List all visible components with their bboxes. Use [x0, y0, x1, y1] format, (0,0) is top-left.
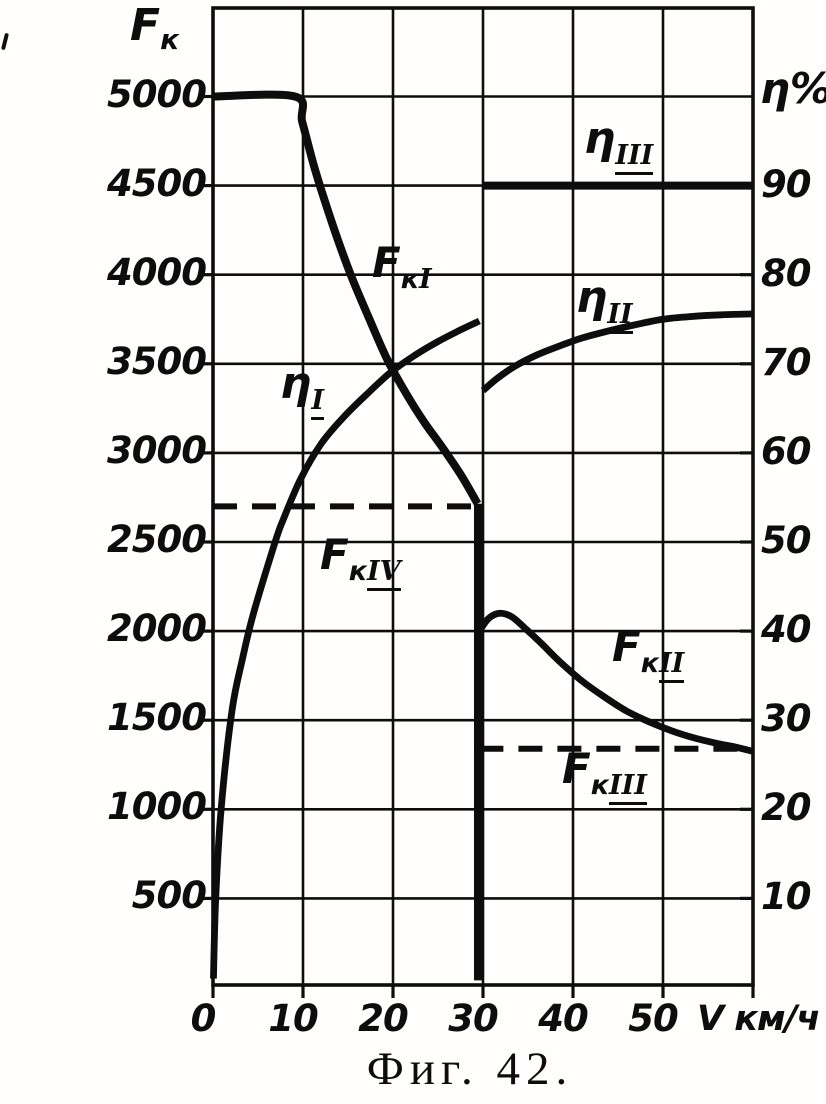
curve-label-roman-numeral: I [311, 385, 324, 420]
y-right-tick-label: 30 [761, 697, 811, 741]
curve-label-etaIII: ηIII [584, 113, 654, 175]
y-left-tick-label: 1000 [107, 785, 207, 829]
curve-label-base: F [562, 744, 591, 793]
curve-label-etaII: ηII [576, 272, 633, 334]
y-left-tick-label: 2000 [107, 607, 207, 651]
curve-label-FkII: FкII [612, 622, 685, 683]
x-axis-tick-label: 40 [538, 997, 589, 1040]
curve-label-subscript: кIII [590, 770, 647, 805]
curve-label-sub-letter: к [400, 264, 420, 295]
curve-label-subscript: кI [401, 264, 432, 295]
y-left-axis-title-sub: к [160, 23, 180, 56]
curve-label-sub-letter: к [348, 556, 368, 587]
curve-label-base: F [320, 530, 349, 579]
x-axis-title: V км/ч [697, 999, 820, 1039]
x-axis-tick-label: 50 [628, 997, 679, 1040]
y-right-tick-label: 20 [761, 786, 811, 830]
curve-label-base: η [584, 113, 616, 164]
curve-label-subscript: I [311, 385, 324, 420]
curve-label-subscript: III [615, 140, 654, 175]
curve-label-sub-letter: к [590, 770, 610, 801]
curve-label-base: η [280, 358, 312, 409]
curve-label-sub-letter: к [640, 648, 660, 679]
curve-label-roman-numeral: II [607, 299, 633, 334]
x-axis-tick-label: 30 [448, 997, 499, 1040]
y-left-tick-label: 500 [131, 874, 207, 918]
curve-label-FkIII: FкIII [562, 744, 647, 805]
curve-label-roman-numeral: III [609, 770, 647, 805]
curve-etaII [480, 310, 754, 394]
curve-label-roman-numeral: III [615, 140, 654, 175]
y-left-tick-label: 4500 [107, 161, 207, 205]
curve-label-roman-numeral: I [419, 264, 432, 295]
x-axis-tick-label: 10 [268, 997, 319, 1040]
curve-etaI [210, 317, 481, 979]
y-right-tick-label: 60 [761, 429, 811, 473]
y-left-tick-label: 4000 [107, 250, 207, 294]
curve-label-roman-numeral: II [659, 648, 685, 683]
y-right-tick-label: 90 [761, 162, 811, 206]
plot-border [211, 6, 755, 987]
y-right-tick-label: 70 [761, 340, 811, 384]
y-left-axis-title: Fк [130, 0, 179, 56]
curve-label-FkI: FкI [372, 238, 432, 295]
curve-FkII [476, 609, 754, 755]
curve-FkI [212, 90, 482, 506]
curve-label-roman-numeral: IV [367, 556, 401, 591]
y-right-tick-label: 80 [761, 251, 811, 295]
figure-caption: Фиг. 42. [366, 1043, 574, 1095]
y-left-tick-label: 3000 [107, 428, 207, 472]
curve-label-subscript: II [607, 299, 633, 334]
y-left-tick-label: 5000 [107, 72, 207, 116]
y-left-axis-title-base: F [130, 0, 161, 51]
y-left-tick-label: 2500 [107, 518, 207, 561]
y-right-tick-label: 10 [761, 875, 811, 919]
y-right-axis-title: η% [760, 64, 826, 113]
curve-label-base: F [372, 238, 401, 287]
x-axis-tick-label: 20 [358, 997, 409, 1040]
y-right-tick-label: 40 [761, 608, 811, 652]
curve-label-subscript: кII [640, 648, 685, 683]
curve-label-subscript: кIV [348, 556, 401, 591]
y-left-tick-label: 1500 [107, 696, 207, 740]
x-axis-tick-label: 0 [190, 997, 217, 1040]
curve-label-etaI: ηI [280, 358, 324, 420]
curve-label-base: η [576, 272, 608, 323]
y-right-tick-label: 50 [761, 519, 811, 562]
curve-label-base: F [612, 622, 641, 671]
y-left-tick-label: 3500 [107, 339, 207, 383]
curve-label-FkIV: FкIV [320, 530, 401, 591]
